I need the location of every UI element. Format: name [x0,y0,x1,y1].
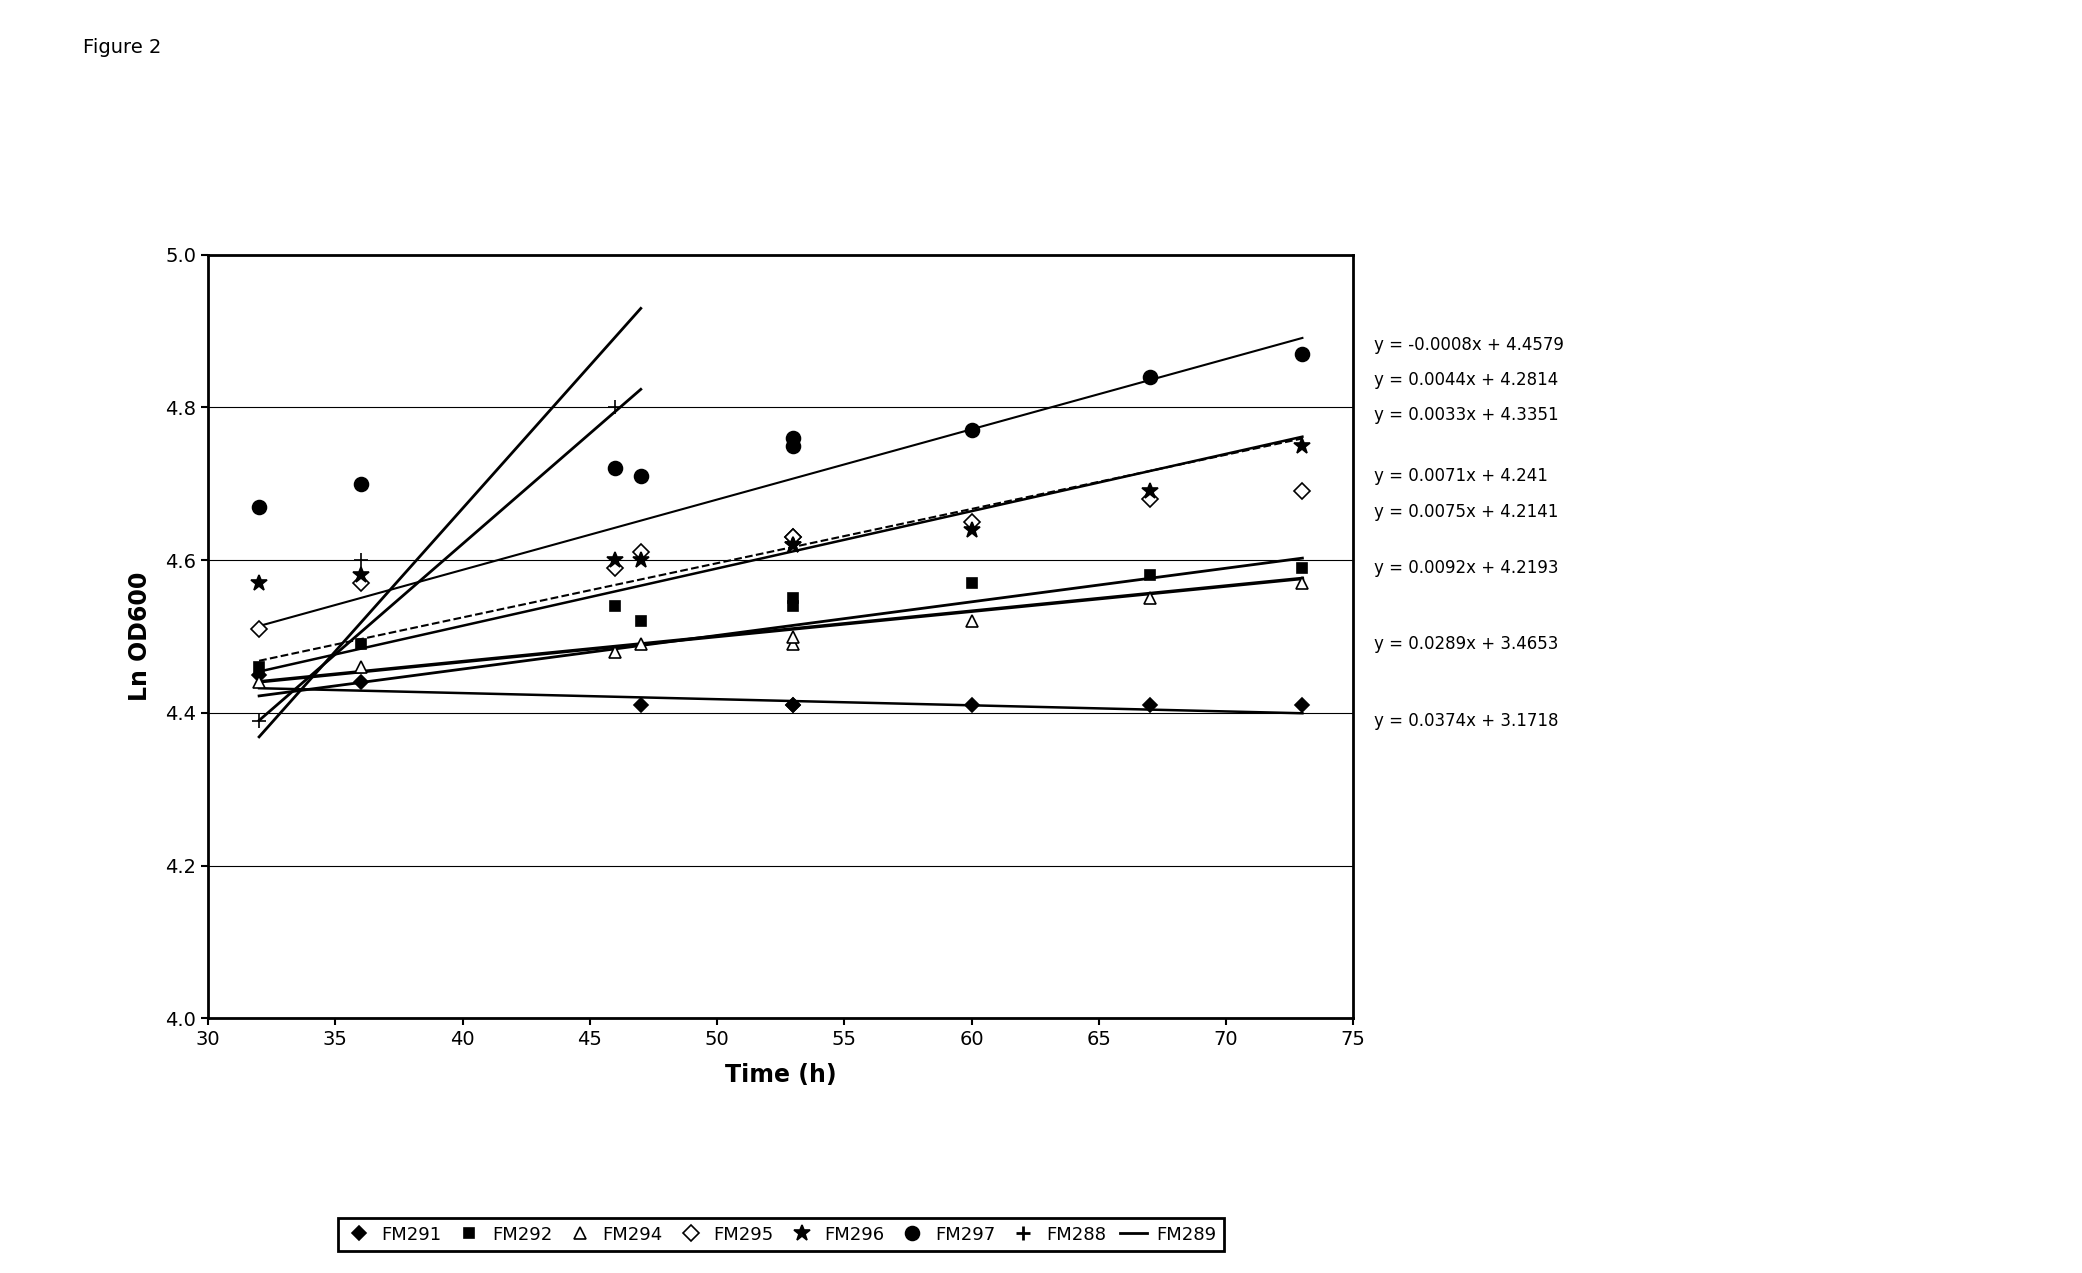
Text: y = 0.0033x + 4.3351: y = 0.0033x + 4.3351 [1374,406,1559,424]
X-axis label: Time (h): Time (h) [725,1063,837,1087]
Text: y = 0.0075x + 4.2141: y = 0.0075x + 4.2141 [1374,503,1559,521]
Text: y = 0.0071x + 4.241: y = 0.0071x + 4.241 [1374,467,1549,485]
Text: y = 0.0092x + 4.2193: y = 0.0092x + 4.2193 [1374,559,1559,577]
Legend: FM291, FM292, FM294, FM295, FM296, FM297, FM288, FM289: FM291, FM292, FM294, FM295, FM296, FM297… [337,1218,1224,1251]
Text: y = 0.0289x + 3.4653: y = 0.0289x + 3.4653 [1374,635,1559,653]
Text: y = -0.0008x + 4.4579: y = -0.0008x + 4.4579 [1374,336,1564,354]
Text: Figure 2: Figure 2 [83,38,162,57]
Y-axis label: Ln OD600: Ln OD600 [127,572,152,701]
Text: y = 0.0044x + 4.2814: y = 0.0044x + 4.2814 [1374,370,1557,388]
Text: y = 0.0374x + 3.1718: y = 0.0374x + 3.1718 [1374,712,1559,729]
